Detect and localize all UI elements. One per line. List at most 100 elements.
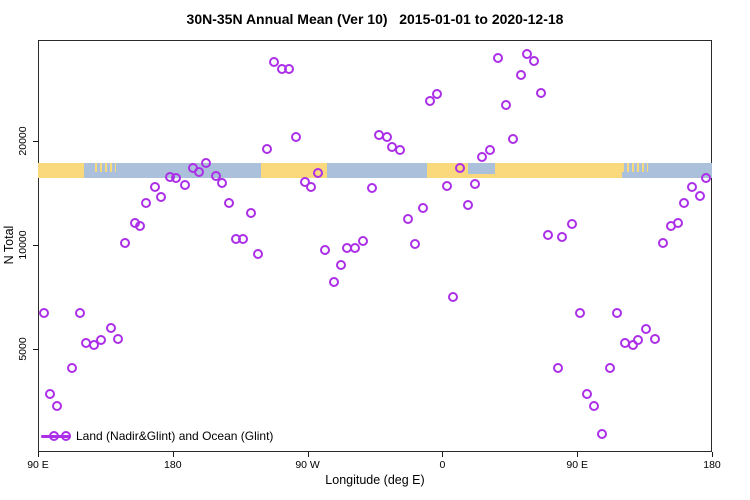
data-point [553,363,564,374]
data-point [262,144,272,155]
band-segment-islands [94,162,116,172]
data-point [306,182,317,193]
data-point [596,429,607,440]
data-point [201,158,212,169]
data-point [633,335,643,346]
data-point [300,177,311,188]
data-point [155,192,166,203]
x-tick [307,452,309,457]
data-point [112,334,123,345]
x-tick-label: 90 E [27,459,49,471]
x-tick-label: 0 [439,459,446,471]
data-point [448,292,459,303]
data-point [612,308,623,319]
data-point [701,173,712,184]
band-segment-land [494,162,623,178]
data-point [666,221,677,232]
data-point [211,171,222,182]
data-point [329,277,340,288]
legend-point-marker [49,431,59,441]
data-point [74,308,85,319]
data-point [38,308,49,319]
data-point [403,214,414,225]
data-point [470,179,481,189]
x-tick-label: 180 [164,459,182,471]
data-point [341,243,352,254]
y-tick [33,245,38,247]
data-point [501,100,512,111]
data-point [358,236,369,247]
data-point [269,57,280,68]
data-point [463,200,473,210]
data-point [52,401,63,412]
data-point [575,308,586,319]
data-point [291,132,302,143]
data-point [425,96,436,106]
band-segment-ocean [327,162,428,178]
data-point [89,340,100,351]
data-point [253,249,264,260]
chart-title: 30N-35N Annual Mean (Ver 10) 2015-01-01 … [186,11,564,27]
data-point [336,260,346,271]
data-point [455,163,466,173]
legend-label: Land (Nadir&Glint) and Ocean (Glint) [76,429,274,443]
data-point [442,181,453,192]
data-point [418,203,429,214]
data-point [522,48,533,59]
data-point [658,238,669,249]
data-point [588,401,599,412]
x-tick [577,452,579,457]
data-point [319,245,330,256]
data-point [44,389,55,400]
data-point [409,239,420,250]
band-segment-ocean [84,162,95,178]
data-point [217,178,228,189]
data-point [687,182,698,193]
data-point [194,167,204,177]
data-point [367,183,377,194]
band-segment-land [38,162,85,178]
data-point [477,152,488,163]
data-point [313,168,324,179]
data-point [508,134,519,144]
y-tick-label: 20000 [17,126,29,156]
x-tick-label: 90 W [295,459,320,471]
data-point [641,324,652,335]
data-point [516,69,527,80]
data-point [134,221,145,232]
x-axis-title: Longitude (deg E) [325,473,425,487]
data-point [140,198,151,209]
data-point [485,144,496,155]
x-tick [712,452,713,457]
data-point [582,389,593,400]
data-point [223,198,234,209]
data-point [96,335,107,346]
data-point [432,88,442,99]
data-point [245,208,256,219]
x-tick [172,452,174,457]
x-tick [442,452,444,457]
data-point [149,182,160,193]
x-tick-label: 90 E [566,459,588,471]
data-point [179,180,190,190]
data-point [381,132,392,143]
data-point [567,219,578,230]
data-point [66,363,77,374]
data-point [529,56,540,66]
data-point [493,53,504,63]
data-point [105,323,116,334]
data-point [171,173,182,184]
data-point [284,63,295,74]
data-point [395,144,405,155]
data-point [120,238,131,249]
y-tick [33,141,38,143]
y-tick [33,349,38,351]
band-segment-islands [622,162,648,172]
data-point [679,198,690,209]
data-point [536,87,547,98]
band-segment-ocean [647,162,712,178]
x-tick [38,452,39,457]
data-point [557,232,568,243]
data-point [695,191,706,202]
